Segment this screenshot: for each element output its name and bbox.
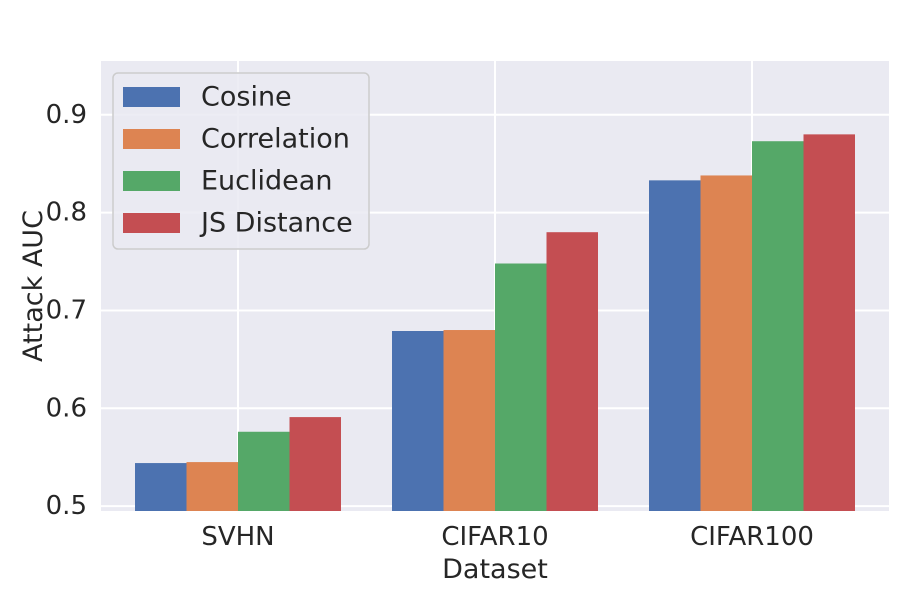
- bar-js-distance-svhn: [289, 417, 341, 511]
- bar-js-distance-cifar10: [546, 232, 598, 511]
- x-tick-label: CIFAR10: [441, 522, 548, 552]
- y-tick-label: 0.6: [46, 393, 87, 423]
- legend: Cosine Correlation Euclidean JS Distance: [112, 72, 370, 250]
- legend-label: Correlation: [201, 124, 350, 155]
- bar-euclidean-svhn: [238, 431, 290, 511]
- bar-correlation-cifar100: [700, 175, 752, 511]
- bars: [135, 134, 855, 511]
- x-tick-label: SVHN: [201, 522, 274, 552]
- bar-cosine-cifar100: [649, 180, 701, 511]
- bar-js-distance-cifar100: [803, 134, 855, 511]
- y-tick-label: 0.7: [46, 295, 87, 325]
- legend-label: JS Distance: [199, 208, 353, 239]
- x-axis-label: Dataset: [442, 554, 548, 585]
- bar-correlation-cifar10: [443, 330, 495, 511]
- bar-cosine-svhn: [135, 463, 187, 511]
- legend-label: Euclidean: [201, 166, 332, 197]
- y-tick-label: 0.8: [46, 198, 87, 228]
- bar-euclidean-cifar10: [495, 263, 547, 511]
- y-tick-label: 0.9: [46, 100, 87, 130]
- legend-label: Cosine: [201, 82, 292, 113]
- legend-swatch: [123, 129, 180, 149]
- y-axis-ticks: 0.5 0.6 0.7 0.8 0.9: [46, 100, 87, 521]
- y-axis-label: Attack AUC: [18, 210, 49, 362]
- x-axis-ticks: SVHN CIFAR10 CIFAR100: [201, 522, 814, 552]
- bar-cosine-cifar10: [392, 331, 444, 511]
- y-tick-label: 0.5: [46, 491, 87, 521]
- x-tick-label: CIFAR100: [690, 522, 814, 552]
- bar-euclidean-cifar100: [752, 141, 804, 511]
- legend-frame: [112, 72, 370, 250]
- legend-swatch: [123, 213, 180, 233]
- legend-swatch: [123, 87, 180, 107]
- legend-swatch: [123, 171, 180, 191]
- bar-correlation-svhn: [186, 462, 238, 511]
